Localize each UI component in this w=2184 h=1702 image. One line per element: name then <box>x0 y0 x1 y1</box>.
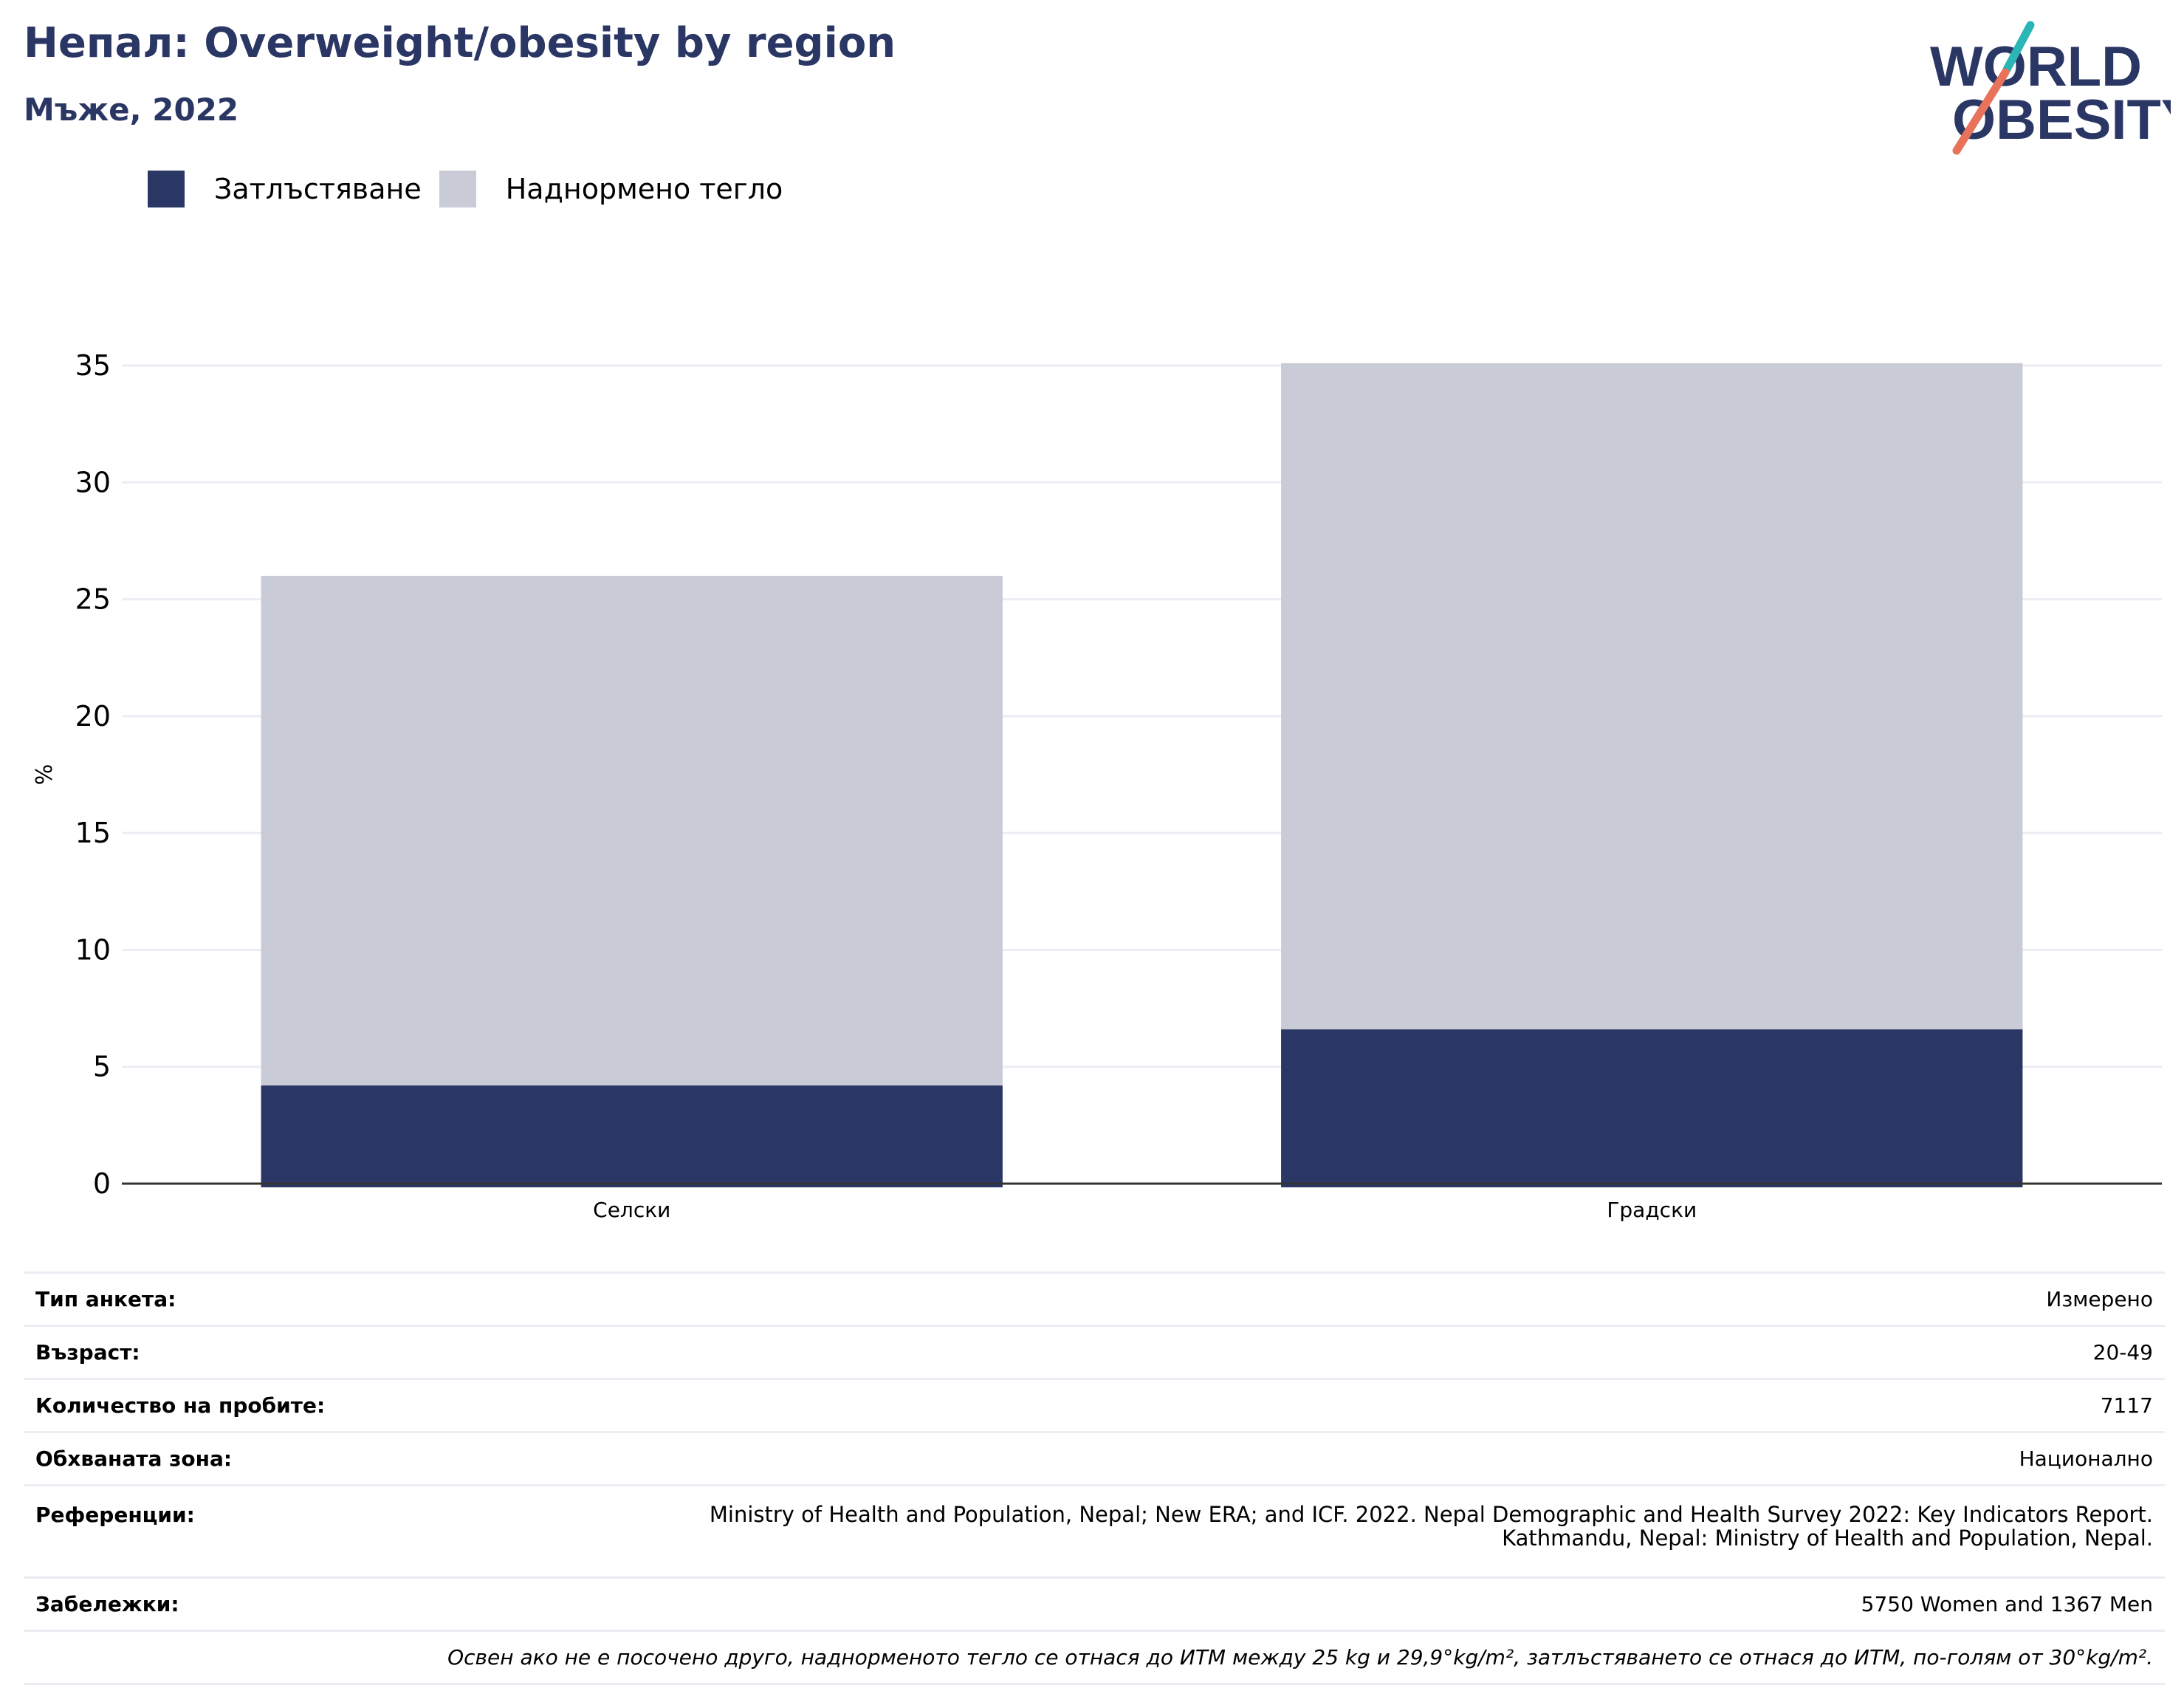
legend-swatch-obesity <box>148 171 185 207</box>
info-value: Ministry of Health and Population, Nepal… <box>591 1484 2165 1578</box>
y-tick-label: 15 <box>75 817 111 849</box>
info-footnote-row: Освен ако не е посочено друго, наднормен… <box>24 1630 2165 1685</box>
info-row: Възраст: 20-49 <box>24 1325 2165 1379</box>
world-obesity-logo: WORLD OBESITY <box>1930 21 2171 155</box>
info-key: Забележки: <box>24 1576 591 1631</box>
info-key: Референции: <box>24 1484 591 1578</box>
chart-legend: Затлъстяване Наднормено тегло <box>148 168 800 210</box>
info-value: 20-49 <box>591 1325 2165 1379</box>
bar-segment-overweight <box>261 575 1003 1086</box>
info-row: Количество на пробите: 7117 <box>24 1378 2165 1432</box>
info-row: Забележки: 5750 Women and 1367 Men <box>24 1576 2165 1631</box>
bar-segment-obesity <box>1281 1029 2023 1187</box>
y-axis-label: % <box>32 764 58 786</box>
chart-title: Непал: Overweight/obesity by region <box>24 19 896 67</box>
info-footnote: Освен ако не е посочено друго, наднормен… <box>24 1630 2165 1685</box>
info-key: Възраст: <box>24 1325 591 1379</box>
x-tick-label: Градски <box>1607 1198 1697 1222</box>
y-tick-label: 0 <box>93 1167 111 1200</box>
bar-segment-overweight <box>1281 363 2023 1030</box>
info-key: Тип анкета: <box>24 1272 591 1326</box>
bar-segment-obesity <box>261 1085 1003 1187</box>
chart-subtitle: Мъже, 2022 <box>24 92 239 128</box>
y-tick-label: 20 <box>75 700 111 732</box>
logo-slash-bottom <box>1952 68 2010 155</box>
y-tick-label: 25 <box>75 583 111 616</box>
info-value: 7117 <box>591 1378 2165 1432</box>
info-value: Национално <box>591 1431 2165 1486</box>
info-row: Тип анкета: Измерено <box>24 1272 2165 1326</box>
y-tick-label: 10 <box>75 933 111 966</box>
info-value: Измерено <box>591 1272 2165 1326</box>
info-row: Референции: Ministry of Health and Popula… <box>24 1484 2165 1578</box>
info-value: 5750 Women and 1367 Men <box>591 1576 2165 1631</box>
legend-label-obesity: Затлъстяване <box>214 173 422 205</box>
logo-text-world: WORLD <box>1930 35 2142 98</box>
y-tick-label: 5 <box>93 1051 111 1083</box>
survey-info-table: Тип анкета: Измерено Възраст: 20-49 Количест… <box>24 1272 2165 1685</box>
y-tick-label: 30 <box>75 466 111 498</box>
y-tick-label: 35 <box>75 349 111 382</box>
stacked-bar-chart: 0 5 10 15 20 25 30 35% Селски Градски <box>32 349 2162 1222</box>
logo-slash-top <box>2002 21 2035 74</box>
info-row: Обхваната зона: Национално <box>24 1431 2165 1486</box>
info-key: Обхваната зона: <box>24 1431 591 1486</box>
legend-swatch-overweight <box>439 171 476 207</box>
x-tick-label: Селски <box>593 1198 670 1222</box>
info-key: Количество на пробите: <box>24 1378 591 1432</box>
legend-label-overweight: Наднормено тегло <box>505 173 783 205</box>
